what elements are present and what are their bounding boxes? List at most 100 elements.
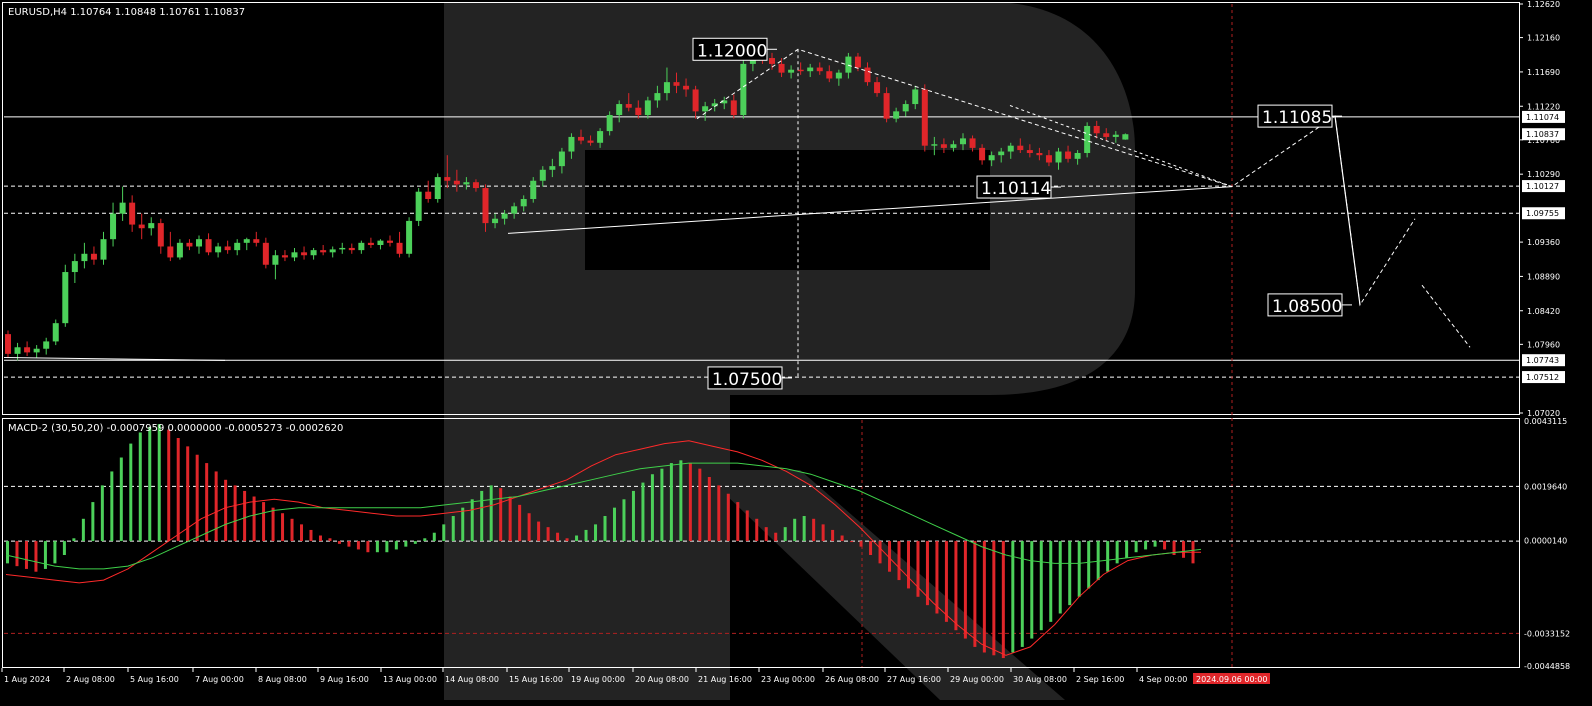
x-tick-label: 2 Sep 16:00 [1076, 675, 1124, 684]
candle-body [119, 202, 126, 214]
macd-bar [385, 541, 389, 553]
candle-body [797, 69, 804, 72]
macd-bar [53, 541, 57, 564]
x-tick-label: 19 Aug 00:00 [571, 675, 625, 684]
macd-bar [43, 541, 47, 569]
macd-bar [831, 529, 835, 542]
candle-body [597, 131, 604, 143]
macd-bar [499, 488, 503, 542]
candle-body [291, 252, 298, 258]
candle-body [730, 100, 737, 116]
macd-bar [404, 541, 408, 547]
x-tick-label: 8 Aug 08:00 [258, 675, 307, 684]
price-tag-label: 1.10127 [1526, 182, 1559, 191]
candle-body [530, 180, 537, 200]
candle-body [711, 103, 718, 107]
macd-bar [1163, 541, 1167, 550]
macd-bar [859, 541, 863, 547]
candle-body [472, 182, 479, 189]
candle-body [129, 202, 136, 225]
macd-bar [764, 527, 768, 542]
macd-bar [366, 541, 370, 553]
candle-body [854, 56, 861, 68]
candle-body [215, 246, 222, 253]
macd-bar [480, 490, 484, 542]
x-highlight-label: 2024.09.06 00:00 [1196, 675, 1267, 684]
candle-body [1055, 151, 1062, 163]
candle-body [196, 239, 202, 247]
forecast-label: 1.08500 [1272, 297, 1342, 317]
candle-body [1036, 152, 1043, 156]
price-tag-box [1522, 180, 1565, 193]
y-tick-label: 1.12620 [1527, 0, 1560, 9]
candle-body [434, 177, 441, 200]
macd-bar [6, 541, 9, 564]
macd-bar [271, 507, 275, 542]
macd-bar [935, 541, 939, 614]
macd-bar [641, 482, 645, 542]
macd-bar [489, 485, 493, 542]
macd-bar [394, 541, 398, 550]
macd-bar [110, 471, 114, 542]
candle-body [14, 347, 21, 354]
candle-body [320, 250, 327, 253]
macd-bar [1030, 541, 1034, 639]
y-tick-label: 1.10290 [1527, 170, 1560, 179]
macd-bar [944, 541, 948, 622]
candle-body [511, 206, 518, 214]
macd-panel-frame [2, 418, 1520, 668]
macd-bar [138, 432, 142, 542]
candle-body [807, 67, 814, 72]
macd-bar [556, 532, 560, 542]
macd-bar [252, 496, 256, 542]
candle-body [358, 242, 365, 251]
macd-bar [309, 529, 313, 542]
candles[interactable] [5, 45, 1129, 361]
candle-body [874, 82, 881, 94]
macd-bar [129, 443, 133, 542]
macd-bar [726, 493, 730, 542]
y-tick-label: 1.07020 [1527, 409, 1560, 418]
macd-bar [224, 479, 228, 542]
x-tick-label: 26 Aug 08:00 [825, 675, 879, 684]
candle-body [1112, 134, 1119, 137]
macd-bar [982, 541, 986, 653]
candle-body [492, 218, 499, 224]
macd-y-tick-label: 0.0019640 [1524, 482, 1567, 491]
macd-bar [1134, 541, 1138, 553]
forecast-drop-line [1334, 116, 1361, 305]
candle-body [281, 255, 288, 258]
macd-bar [356, 541, 360, 550]
macd-bar [888, 541, 892, 572]
candle-body [224, 246, 231, 251]
candle-body [348, 247, 355, 251]
support-trend-line [507, 186, 1233, 234]
candle-body [654, 93, 661, 101]
candle-body [1065, 151, 1072, 159]
y-tick-label: 1.11220 [1527, 102, 1560, 111]
x-tick-label: 14 Aug 08:00 [445, 675, 499, 684]
candle-body [969, 138, 976, 148]
macd-bar [1106, 541, 1110, 572]
macd-bar [1020, 541, 1024, 647]
macd-bar [81, 518, 85, 542]
macd-bar [973, 541, 977, 647]
candle-body [883, 93, 890, 119]
macd-bar [205, 463, 209, 542]
macd-bar [916, 541, 920, 597]
macd-bar [62, 541, 66, 556]
candle-body [568, 136, 575, 152]
candle-body [138, 224, 145, 229]
candle-body [1084, 125, 1091, 153]
macd-bar [1001, 541, 1005, 659]
candle-body [301, 252, 308, 256]
candle-body [5, 334, 11, 354]
macd-bar [157, 424, 161, 542]
candle-body [826, 71, 833, 79]
candle-body [243, 239, 250, 243]
candle-body [52, 323, 59, 342]
macd-bar [1077, 541, 1081, 597]
macd-signal-green [5, 462, 1202, 570]
